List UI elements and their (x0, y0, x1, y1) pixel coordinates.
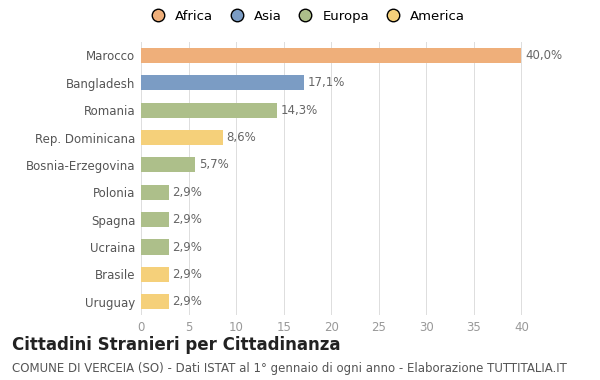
Bar (141, 212, 169, 227)
Text: Cittadini Stranieri per Cittadinanza: Cittadini Stranieri per Cittadinanza (12, 336, 341, 354)
Text: COMUNE DI VERCEIA (SO) - Dati ISTAT al 1° gennaio di ogni anno - Elaborazione TU: COMUNE DI VERCEIA (SO) - Dati ISTAT al 1… (12, 362, 567, 375)
Bar (141, 103, 277, 118)
Text: 2,9%: 2,9% (172, 213, 202, 226)
Legend: Africa, Asia, Europa, America: Africa, Asia, Europa, America (145, 10, 465, 23)
Text: 17,1%: 17,1% (307, 76, 345, 89)
Text: 2,9%: 2,9% (172, 295, 202, 308)
Text: 2,9%: 2,9% (172, 241, 202, 253)
Bar (141, 267, 169, 282)
Text: 2,9%: 2,9% (172, 186, 202, 199)
Bar (141, 75, 304, 90)
Bar (141, 130, 223, 145)
Text: 40,0%: 40,0% (525, 49, 562, 62)
Text: 8,6%: 8,6% (227, 131, 256, 144)
Bar (141, 239, 169, 255)
Bar (141, 294, 169, 309)
Bar (141, 157, 195, 173)
Text: 14,3%: 14,3% (281, 104, 318, 117)
Text: 5,7%: 5,7% (199, 158, 229, 171)
Bar (141, 48, 521, 63)
Text: 2,9%: 2,9% (172, 268, 202, 281)
Bar (141, 185, 169, 200)
